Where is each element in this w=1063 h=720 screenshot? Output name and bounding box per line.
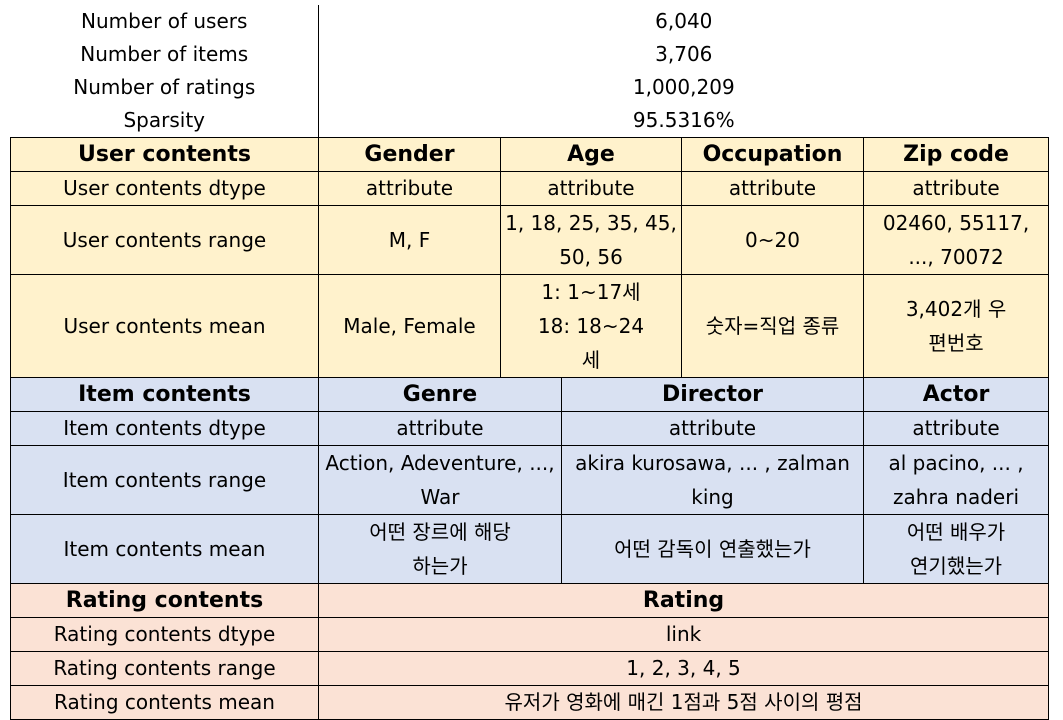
summary-label: Number of items bbox=[10, 38, 319, 71]
user-header-row: User contents Gender Age Occupation Zip … bbox=[10, 137, 1050, 172]
cell: attribute bbox=[561, 411, 864, 446]
summary-label: Number of users bbox=[10, 5, 319, 38]
user-mean-row: User contents mean Male, Female 1: 1~17세… bbox=[10, 274, 1050, 378]
cell: 어떤 장르에 해당하는가 bbox=[318, 514, 562, 584]
rating-mean-row: Rating contents mean 유저가 영화에 매긴 1점과 5점 사… bbox=[10, 685, 1050, 720]
cell: 유저가 영화에 매긴 1점과 5점 사이의 평점 bbox=[317, 685, 1050, 720]
row-label: User contents mean bbox=[10, 274, 319, 378]
cell: 02460, 55117, ..., 70072 bbox=[862, 205, 1050, 275]
cell: attribute bbox=[318, 171, 501, 206]
row-label: Rating contents dtype bbox=[10, 617, 319, 652]
rating-col-rating: Rating bbox=[317, 583, 1050, 618]
summary-row: Number of items 3,706 bbox=[10, 38, 1049, 71]
cell: Male, Female bbox=[318, 274, 501, 378]
item-range-row: Item contents range Action, Adeventure, … bbox=[10, 445, 1050, 515]
summary-label: Sparsity bbox=[10, 104, 319, 138]
cell: attribute bbox=[681, 171, 864, 206]
row-label: Rating contents mean bbox=[10, 685, 319, 720]
cell: link bbox=[317, 617, 1050, 652]
cell: 3,402개 우편번호 bbox=[862, 274, 1050, 378]
cell: 숫자=직업 종류 bbox=[681, 274, 864, 378]
user-col-occupation: Occupation bbox=[681, 137, 864, 172]
cell: attribute bbox=[862, 171, 1050, 206]
user-col-gender: Gender bbox=[318, 137, 501, 172]
row-label: User contents range bbox=[10, 205, 319, 275]
cell: 1, 2, 3, 4, 5 bbox=[317, 651, 1050, 686]
summary-value: 1,000,209 bbox=[317, 71, 1049, 104]
row-label: Item contents range bbox=[10, 445, 319, 515]
rating-header-row: Rating contents Rating bbox=[10, 583, 1050, 618]
cell: 1, 18, 25, 35, 45, 50, 56 bbox=[500, 205, 682, 275]
cell: attribute bbox=[318, 411, 562, 446]
row-label: Rating contents range bbox=[10, 651, 319, 686]
row-label: Item contents mean bbox=[10, 514, 319, 584]
item-header-row: Item contents Genre Director Actor bbox=[10, 377, 1050, 412]
summary-row: Sparsity 95.5316% bbox=[10, 104, 1049, 138]
item-col-director: Director bbox=[561, 377, 864, 412]
item-section-title: Item contents bbox=[10, 377, 319, 412]
cell: 어떤 배우가 연기했는가 bbox=[862, 514, 1050, 584]
summary-row: Number of ratings 1,000,209 bbox=[10, 71, 1049, 104]
item-col-actor: Actor bbox=[862, 377, 1050, 412]
rating-dtype-row: Rating contents dtype link bbox=[10, 617, 1050, 652]
item-mean-row: Item contents mean 어떤 장르에 해당하는가 어떤 감독이 연… bbox=[10, 514, 1050, 584]
summary-label: Number of ratings bbox=[10, 71, 319, 104]
cell: M, F bbox=[318, 205, 501, 275]
cell: 1: 1~17세 18: 18~24세 bbox=[500, 274, 682, 378]
summary-value: 95.5316% bbox=[317, 104, 1049, 138]
cell: Action, Adeventure, ..., War bbox=[318, 445, 562, 515]
user-range-row: User contents range M, F 1, 18, 25, 35, … bbox=[10, 205, 1050, 275]
user-dtype-row: User contents dtype attribute attribute … bbox=[10, 171, 1050, 206]
cell: attribute bbox=[862, 411, 1050, 446]
summary-value: 6,040 bbox=[317, 5, 1049, 38]
row-label: User contents dtype bbox=[10, 171, 319, 206]
rating-range-row: Rating contents range 1, 2, 3, 4, 5 bbox=[10, 651, 1050, 686]
item-dtype-row: Item contents dtype attribute attribute … bbox=[10, 411, 1050, 446]
rating-section-title: Rating contents bbox=[10, 583, 319, 618]
cell: attribute bbox=[500, 171, 682, 206]
cell: 0~20 bbox=[681, 205, 864, 275]
cell: al pacino, ... , zahra naderi bbox=[862, 445, 1050, 515]
item-col-genre: Genre bbox=[318, 377, 562, 412]
user-col-age: Age bbox=[500, 137, 682, 172]
user-section-title: User contents bbox=[10, 137, 319, 172]
summary-row: Number of users 6,040 bbox=[10, 5, 1049, 38]
summary-value: 3,706 bbox=[317, 38, 1049, 71]
row-label: Item contents dtype bbox=[10, 411, 319, 446]
user-col-zip: Zip code bbox=[862, 137, 1050, 172]
cell: akira kurosawa, ... , zalman king bbox=[561, 445, 864, 515]
dataset-statistics-table: Number of users 6,040 Number of items 3,… bbox=[10, 5, 1050, 720]
cell: 어떤 감독이 연출했는가 bbox=[561, 514, 864, 584]
